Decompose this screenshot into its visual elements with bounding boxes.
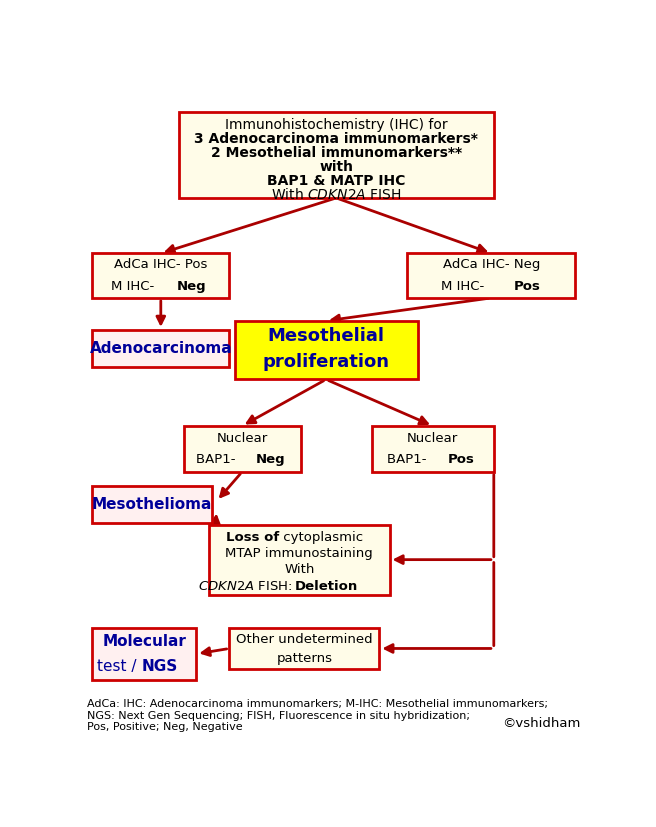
Text: AdCa IHC- Neg: AdCa IHC- Neg	[443, 258, 540, 271]
FancyBboxPatch shape	[92, 485, 212, 523]
Text: Other undetermined: Other undetermined	[236, 633, 373, 646]
Text: Pos: Pos	[514, 280, 541, 293]
FancyBboxPatch shape	[92, 330, 230, 366]
Text: Molecular: Molecular	[102, 634, 186, 649]
FancyBboxPatch shape	[407, 253, 575, 298]
FancyBboxPatch shape	[184, 426, 300, 471]
Text: patterns: patterns	[276, 653, 333, 665]
Text: Pos: Pos	[447, 453, 474, 466]
FancyBboxPatch shape	[92, 628, 196, 680]
Text: With $\it{CDKN2A}$ FISH: With $\it{CDKN2A}$ FISH	[271, 187, 401, 203]
Text: cytoplasmic: cytoplasmic	[279, 531, 363, 544]
Text: Mesothelioma: Mesothelioma	[92, 497, 212, 512]
FancyBboxPatch shape	[209, 524, 390, 595]
Text: M IHC- ​: M IHC- ​	[441, 280, 489, 293]
Text: Loss of: Loss of	[226, 531, 279, 544]
Text: test /: test /	[97, 659, 142, 674]
Text: BAP1- ​: BAP1- ​	[196, 453, 240, 466]
Text: With: With	[284, 563, 314, 576]
Text: Deletion: Deletion	[295, 580, 358, 592]
Text: BAP1 & MATP IHC: BAP1 & MATP IHC	[267, 174, 405, 188]
Text: 2 Mesothelial immunomarkers**: 2 Mesothelial immunomarkers**	[211, 146, 462, 160]
FancyBboxPatch shape	[92, 253, 230, 298]
FancyBboxPatch shape	[372, 426, 494, 471]
FancyBboxPatch shape	[235, 321, 417, 380]
Text: NGS: NGS	[142, 659, 178, 674]
Text: Mesothelial: Mesothelial	[268, 327, 384, 345]
Text: Neg: Neg	[176, 280, 206, 293]
Text: M IHC- ​: M IHC- ​	[111, 280, 158, 293]
Text: Nuclear: Nuclear	[407, 432, 459, 444]
Text: MTAP immunostaining: MTAP immunostaining	[226, 547, 373, 560]
Text: AdCa IHC- Pos: AdCa IHC- Pos	[114, 258, 207, 271]
Text: AdCa: IHC: Adenocarcinoma immunomarkers; M-IHC: Mesothelial immunomarkers;
NGS: : AdCa: IHC: Adenocarcinoma immunomarkers;…	[87, 699, 548, 732]
Text: proliferation: proliferation	[262, 352, 390, 370]
Text: Neg: Neg	[255, 453, 285, 466]
Text: ©vshidham: ©vshidham	[502, 717, 580, 729]
Text: BAP1- ​: BAP1- ​	[387, 453, 431, 466]
Text: 3 Adenocarcinoma immunomarkers*: 3 Adenocarcinoma immunomarkers*	[194, 131, 478, 146]
Text: Adenocarcinoma: Adenocarcinoma	[89, 341, 232, 356]
Text: $\it{CDKN2A}$ FISH:: $\it{CDKN2A}$ FISH:	[198, 580, 295, 592]
Text: Nuclear: Nuclear	[216, 432, 268, 444]
Text: with: with	[319, 160, 353, 174]
FancyBboxPatch shape	[178, 112, 494, 198]
Text: Immunohistochemistry (IHC) for: Immunohistochemistry (IHC) for	[225, 117, 447, 131]
FancyBboxPatch shape	[230, 628, 379, 669]
